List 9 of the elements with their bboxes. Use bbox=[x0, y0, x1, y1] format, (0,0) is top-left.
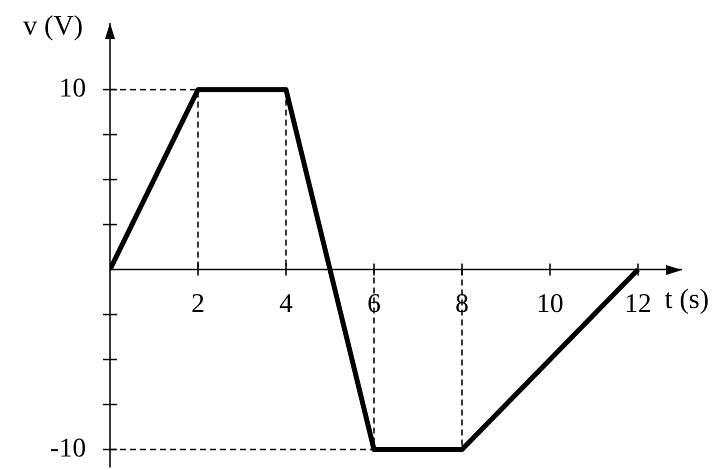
x-tick-label: 2 bbox=[191, 288, 205, 318]
x-tick-label: 4 bbox=[279, 288, 294, 318]
x-tick-label: 12 bbox=[624, 288, 652, 318]
x-tick-label: 10 bbox=[536, 288, 564, 318]
x-axis-title: t (s) bbox=[664, 284, 709, 315]
x-tick-label: 8 bbox=[455, 288, 469, 318]
y-axis-title: v (V) bbox=[23, 10, 83, 42]
x-tick-label: 6 bbox=[367, 288, 381, 318]
y-tick-label: -10 bbox=[50, 432, 86, 463]
